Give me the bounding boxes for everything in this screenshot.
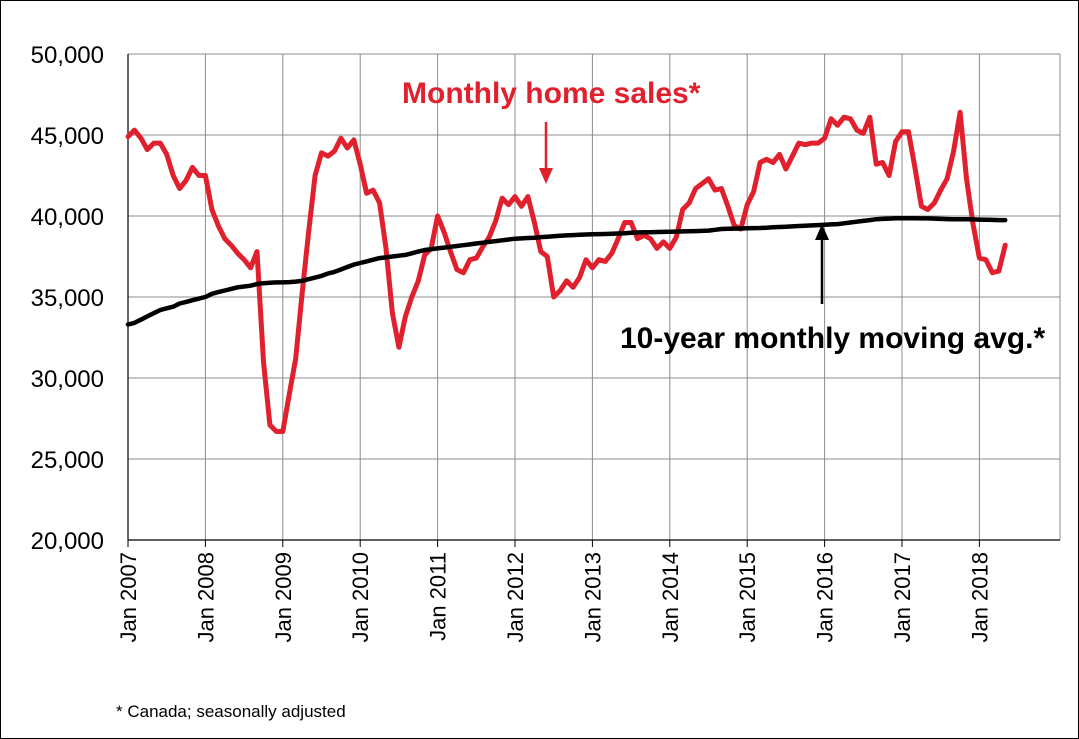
- footnote: * Canada; seasonally adjusted: [116, 702, 346, 721]
- y-tick-label: 50,000: [31, 42, 104, 69]
- y-tick-label: 20,000: [31, 528, 104, 555]
- y-tick-label: 45,000: [31, 123, 104, 150]
- x-tick-label: Jan 2017: [890, 552, 915, 643]
- y-tick-label: 30,000: [31, 366, 104, 393]
- x-tick-label: Jan 2014: [658, 552, 683, 643]
- y-tick-label: 40,000: [31, 204, 104, 231]
- x-tick-label: Jan 2016: [813, 552, 838, 643]
- y-axis-tick-labels: 20,000 25,000 30,000 35,000 40,000 45,000 50,0…: [31, 42, 104, 555]
- x-tick-label: Jan 2015: [735, 552, 760, 643]
- series-lines: [125, 109, 1008, 434]
- x-tick-label: Jan 2013: [580, 552, 605, 643]
- moving-average-line: [125, 216, 1008, 327]
- y-tick-label: 25,000: [31, 447, 104, 474]
- x-tick-label: Jan 2010: [348, 552, 373, 643]
- annotations: Monthly home sales* 10-year monthly movi…: [402, 77, 1045, 355]
- x-tick-label: Jan 2009: [271, 552, 296, 643]
- x-tick-label: Jan 2007: [116, 552, 141, 643]
- y-tick-label: 35,000: [31, 285, 104, 312]
- avg-arrow-head-icon: [815, 224, 829, 240]
- sales-series-line: [125, 109, 1008, 434]
- sales-arrow-head-icon: [539, 168, 553, 184]
- x-tick-label: Jan 2012: [503, 552, 528, 643]
- x-axis-tick-labels: Jan 2007 Jan 2008 Jan 2009 Jan 2010 Jan 2011…: [116, 552, 992, 643]
- x-tick-label: Jan 2011: [426, 552, 451, 641]
- x-tick-label: Jan 2018: [967, 552, 992, 643]
- gridlines: [127, 53, 1061, 547]
- avg-series-label: 10-year monthly moving avg.*: [620, 322, 1045, 355]
- x-tick-label: Jan 2008: [193, 552, 218, 643]
- sales-series-label: Monthly home sales*: [402, 77, 701, 110]
